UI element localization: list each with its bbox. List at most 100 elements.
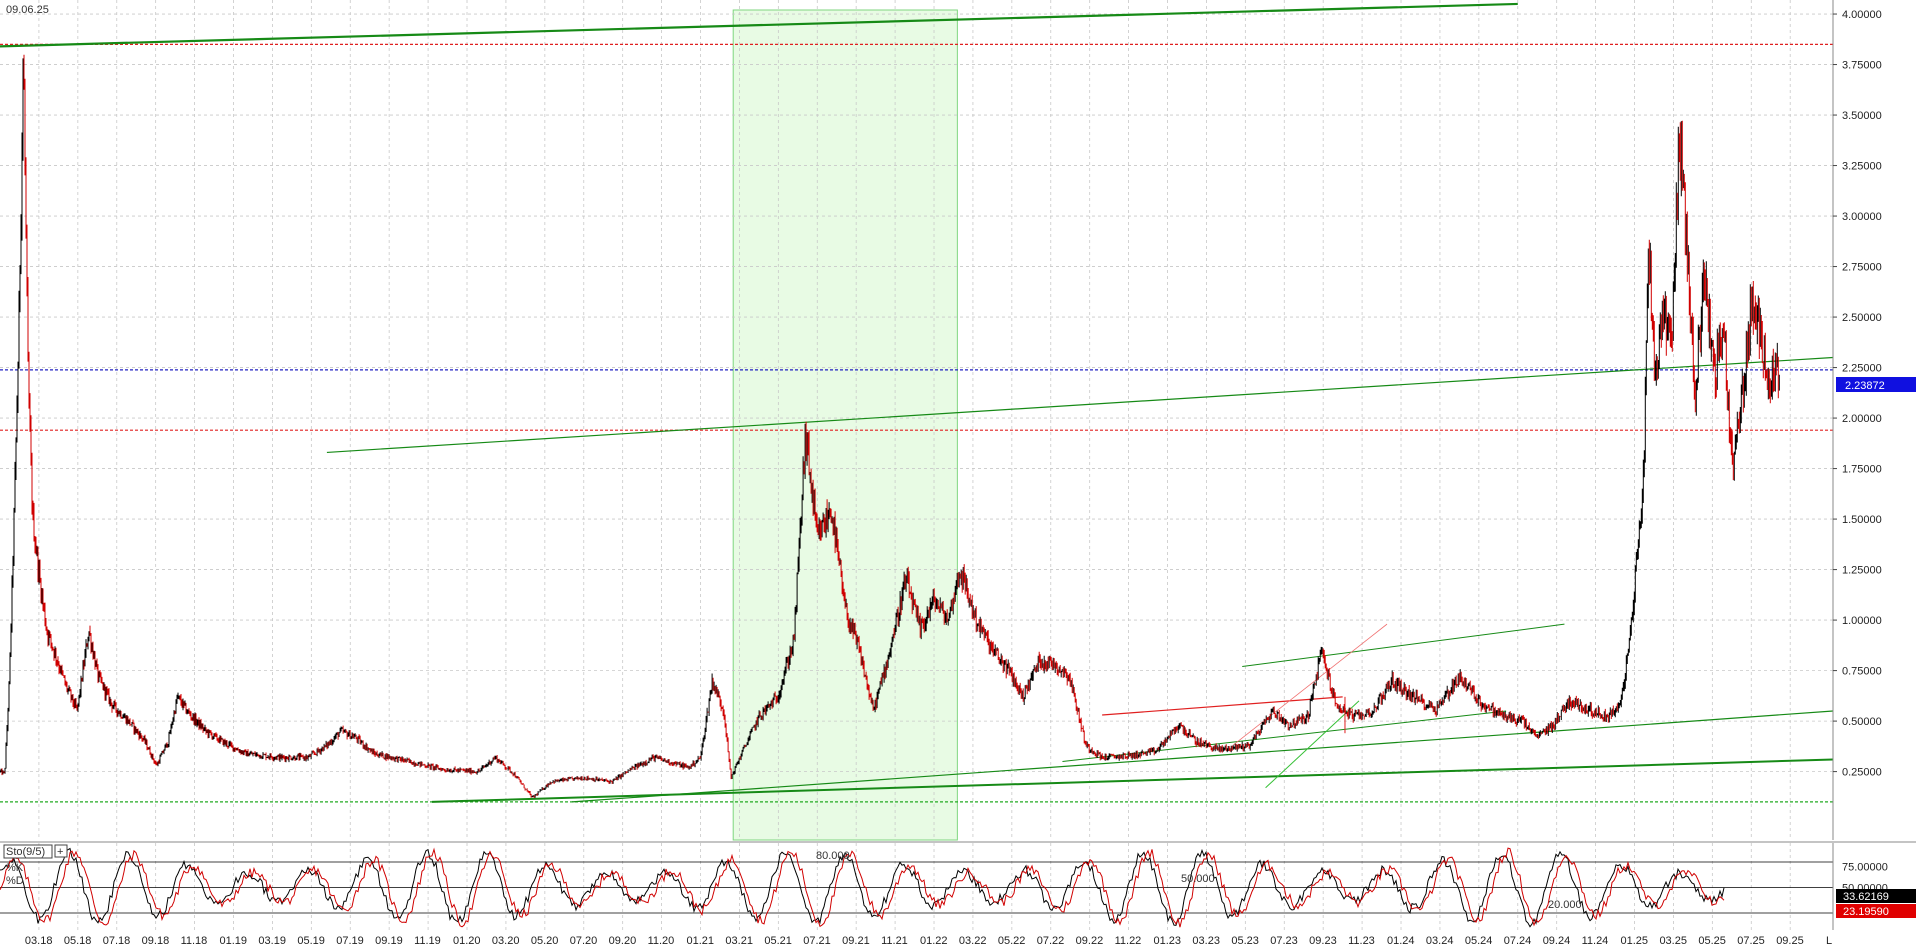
- y-tick-label: 1.50000: [1842, 514, 1882, 526]
- x-tick-label: 07.18: [103, 935, 131, 947]
- x-tick-label: 05.21: [764, 935, 792, 947]
- y-tick-label: 2.75000: [1842, 262, 1882, 274]
- last-price-badge-box: [1836, 377, 1916, 392]
- price-series: [0, 54, 1780, 798]
- x-tick-label: 01.21: [687, 935, 715, 947]
- x-tick-label: 07.25: [1737, 935, 1765, 947]
- trendline[interactable]: [572, 710, 1834, 803]
- horizontal-levels: [0, 43, 1833, 803]
- plus-icon: +: [57, 846, 63, 858]
- indicator-label-frame: [3, 844, 53, 859]
- k-badge-text: 33.62169: [1843, 891, 1889, 903]
- y-tick-label: 3.00000: [1842, 211, 1882, 223]
- y-tick-label: 3.25000: [1842, 161, 1882, 173]
- x-tick-label: 07.23: [1270, 935, 1298, 947]
- x-tick-label: 09.24: [1543, 935, 1571, 947]
- axis-corner-label: L: [1826, 935, 1832, 947]
- indicator-gridlines: [38, 843, 1791, 930]
- y-tick-label: 0.25000: [1842, 767, 1882, 779]
- vertical-gridlines: [38, 0, 1791, 840]
- x-tick-label: 11.20: [648, 935, 675, 947]
- k-series-label: %K: [6, 862, 24, 874]
- level-50-label: 50.000: [1181, 873, 1215, 885]
- y-tick-label: 2.50000: [1842, 312, 1882, 324]
- price-y-axis: 4.00000 3.75000 3.50000 3.25000 3.00000 2.750…: [1832, 0, 1882, 840]
- y-tick-label: 3.50000: [1842, 110, 1882, 122]
- y-tick-label: 2.25000: [1842, 363, 1882, 375]
- x-tick-label: 01.25: [1621, 935, 1649, 947]
- trendlines: [0, 2, 1834, 803]
- x-tick-label: 07.21: [803, 935, 831, 947]
- indicator-levels: [0, 861, 1833, 914]
- d-badge-text: 23.19590: [1843, 906, 1889, 918]
- indicator-label-box[interactable]: Sto(9/5): [3, 844, 53, 859]
- last-price-badge-text: 2.23872: [1845, 380, 1885, 392]
- trendline[interactable]: [326, 356, 1834, 454]
- x-tick-label: 09.20: [609, 935, 637, 947]
- x-tick-label: 03.18: [25, 935, 53, 947]
- y-tick-label: 1.00000: [1842, 615, 1882, 627]
- price-bars-up: [0, 58, 1780, 798]
- x-tick-label: 11.21: [881, 935, 908, 947]
- y-tick-label: 3.75000: [1842, 60, 1882, 72]
- d-badge-box: [1836, 904, 1916, 918]
- x-tick-label: 09.22: [1076, 935, 1104, 947]
- x-tick-label: 03.24: [1426, 935, 1454, 947]
- x-tick-label: 05.18: [64, 935, 92, 947]
- indicator-series: [0, 847, 1725, 928]
- level-20-label: 20.000: [1548, 899, 1582, 911]
- date-label: 09.06.25: [6, 4, 49, 16]
- trendline[interactable]: [0, 2, 1518, 48]
- d-value-badge: 23.19590: [1836, 904, 1916, 918]
- x-tick-label: 11.19: [414, 935, 441, 947]
- x-tick-label: 05.19: [297, 935, 325, 947]
- x-tick-label: 07.22: [1037, 935, 1065, 947]
- trendline[interactable]: [1242, 623, 1565, 668]
- x-tick-label: 05.24: [1465, 935, 1493, 947]
- last-price-badge: 2.23872: [1836, 377, 1916, 392]
- level-80-label: 80.000: [816, 850, 850, 862]
- trendline[interactable]: [1265, 700, 1360, 789]
- x-tick-label: 09.19: [375, 935, 403, 947]
- d-series-label: %D: [6, 875, 24, 887]
- stochastic-k-line: [0, 847, 1725, 928]
- indicator-add-button[interactable]: +: [54, 844, 68, 858]
- x-tick-label: 01.24: [1387, 935, 1415, 947]
- trendline[interactable]: [1102, 696, 1343, 716]
- x-tick-label: 07.20: [570, 935, 598, 947]
- y-tick-label: 1.25000: [1842, 565, 1882, 577]
- x-tick-label: 01.20: [453, 935, 481, 947]
- price-panel: 4.00000 3.75000 3.50000 3.25000 3.00000 2.750…: [0, 0, 1916, 841]
- x-tick-label: 01.22: [920, 935, 948, 947]
- x-tick-label: 05.20: [531, 935, 559, 947]
- x-tick-label: 07.24: [1504, 935, 1532, 947]
- price-bars-down: [1, 54, 1779, 798]
- x-tick-label: 01.23: [1154, 935, 1182, 947]
- stochastic-d-line: [0, 847, 1725, 928]
- x-tick-label: 03.22: [959, 935, 987, 947]
- y-tick-label: 1.75000: [1842, 464, 1882, 476]
- time-x-axis: 03.18 05.18 07.18 09.18 11.18 01.19 03.19 05.19…: [0, 930, 1916, 948]
- x-tick-label: 09.25: [1776, 935, 1804, 947]
- y-tick-label: 4.00000: [1842, 9, 1882, 21]
- x-tick-label: 05.23: [1231, 935, 1259, 947]
- x-tick-label: 11.23: [1348, 935, 1375, 947]
- k-badge-box: [1836, 889, 1916, 903]
- x-tick-label: 11.18: [181, 935, 208, 947]
- k-value-badge: 33.62169: [1836, 889, 1916, 903]
- x-tick-label: 05.22: [998, 935, 1026, 947]
- x-tick-label: 09.23: [1309, 935, 1337, 947]
- x-tick-label: 03.25: [1659, 935, 1687, 947]
- trendline[interactable]: [1232, 623, 1388, 746]
- x-tick-label: 09.18: [142, 935, 170, 947]
- x-axis-background: [0, 930, 1916, 948]
- x-tick-label: 05.25: [1698, 935, 1726, 947]
- x-tick-label: 09.21: [842, 935, 870, 947]
- x-tick-label: 01.19: [220, 935, 248, 947]
- indicator-y-tick-label: 75.00000: [1842, 861, 1888, 873]
- indicator-label: Sto(9/5): [6, 846, 45, 858]
- y-tick-label: 0.50000: [1842, 716, 1882, 728]
- x-tick-label: 11.22: [1115, 935, 1142, 947]
- y-tick-label: 2.00000: [1842, 413, 1882, 425]
